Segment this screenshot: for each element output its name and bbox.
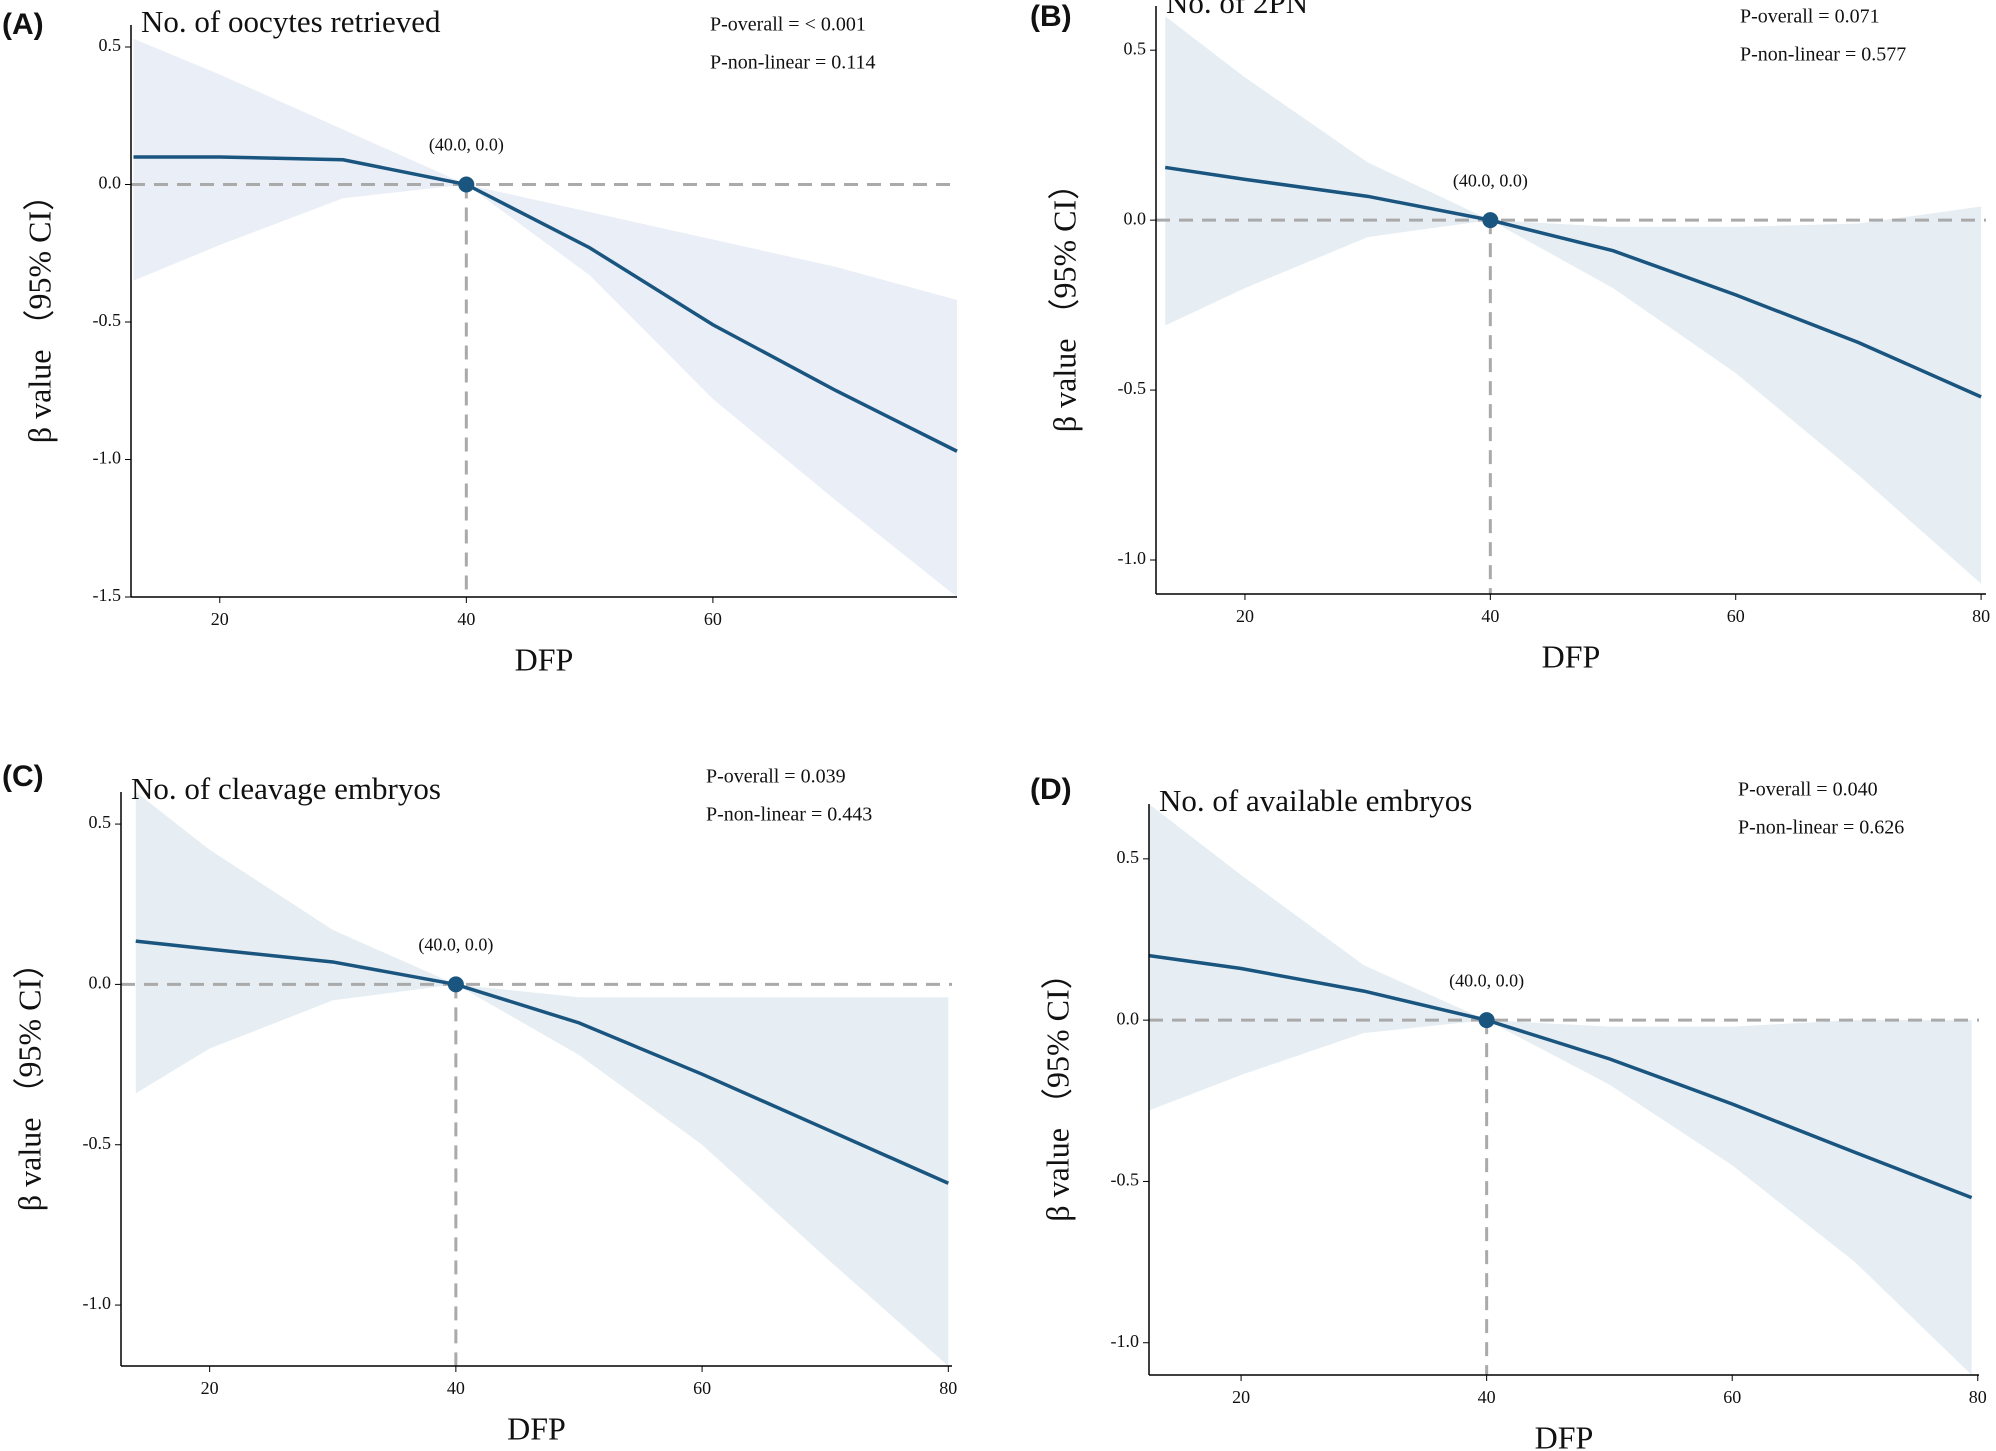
p-value: P-overall = 0.039 bbox=[706, 766, 846, 788]
reference-point bbox=[458, 176, 475, 193]
x-tick-label: 20 bbox=[211, 609, 229, 629]
y-tick-label: 0.5 bbox=[1124, 38, 1147, 58]
p-value: P-non-linear = 0.577 bbox=[1740, 44, 1906, 66]
spline-line bbox=[1148, 953, 1973, 1200]
x-tick-label: 20 bbox=[1236, 606, 1254, 626]
y-tick-label: -0.5 bbox=[1111, 1170, 1140, 1190]
x-tick-label: 80 bbox=[939, 1378, 957, 1398]
x-axis-label: DFP bbox=[507, 1410, 566, 1446]
p-value: P-overall = < 0.001 bbox=[710, 14, 866, 36]
ci-band bbox=[135, 792, 949, 1366]
y-tick-label: -1.0 bbox=[83, 1293, 112, 1313]
x-tick-label: 60 bbox=[704, 609, 722, 629]
reference-point bbox=[1478, 1012, 1495, 1029]
panel-title: No. of cleavage embryos bbox=[131, 771, 441, 806]
x-tick-label: 20 bbox=[1232, 1387, 1250, 1407]
point-label: (40.0, 0.0) bbox=[1453, 170, 1528, 191]
x-tick-label: 80 bbox=[1969, 1387, 1987, 1407]
x-axis-label: DFP bbox=[1535, 1419, 1594, 1451]
panel-label: (B) bbox=[1030, 0, 1072, 33]
spline-line bbox=[133, 155, 958, 453]
reference-point bbox=[447, 976, 464, 993]
x-tick-label: 40 bbox=[447, 1378, 465, 1398]
point-label: (40.0, 0.0) bbox=[1449, 970, 1524, 991]
point-label: (40.0, 0.0) bbox=[418, 935, 493, 956]
panel-label: (D) bbox=[1030, 773, 1072, 806]
y-tick-label: 0.5 bbox=[99, 35, 122, 55]
y-axis-label: β value （95% CI） bbox=[1046, 168, 1082, 432]
y-axis-label: β value （95% CI） bbox=[11, 947, 47, 1211]
ci-band bbox=[133, 38, 957, 597]
y-tick-label: -1.0 bbox=[93, 448, 122, 468]
x-tick-label: 60 bbox=[693, 1378, 711, 1398]
y-tick-label: 0.0 bbox=[89, 973, 112, 993]
p-value: P-non-linear = 0.626 bbox=[1738, 817, 1904, 839]
x-tick-label: 40 bbox=[1481, 606, 1499, 626]
y-axis-label: β value （95% CI） bbox=[21, 179, 57, 443]
panel-title: No. of 2PN bbox=[1166, 0, 1308, 20]
y-axis-label: β value （95% CI） bbox=[1039, 957, 1075, 1221]
spline-line bbox=[1164, 165, 1982, 399]
spline-line bbox=[135, 939, 950, 1185]
p-value: P-overall = 0.071 bbox=[1740, 6, 1880, 28]
y-tick-label: 0.0 bbox=[1117, 1008, 1140, 1028]
y-tick-label: -0.5 bbox=[1118, 378, 1147, 398]
reference-point bbox=[1482, 212, 1499, 229]
y-tick-label: 0.0 bbox=[1124, 208, 1147, 228]
p-value: P-overall = 0.040 bbox=[1738, 779, 1878, 801]
x-tick-label: 40 bbox=[1478, 1387, 1496, 1407]
x-tick-label: 20 bbox=[201, 1378, 219, 1398]
panel-title: No. of available embryos bbox=[1159, 783, 1472, 818]
y-tick-label: 0.0 bbox=[99, 173, 122, 193]
ci-band bbox=[1165, 16, 1982, 584]
y-tick-label: 0.5 bbox=[1117, 847, 1140, 867]
p-value: P-non-linear = 0.114 bbox=[710, 52, 876, 74]
y-tick-label: -1.0 bbox=[1118, 548, 1147, 568]
panel-label: (A) bbox=[2, 8, 44, 41]
y-tick-label: -1.5 bbox=[93, 585, 122, 605]
p-value: P-non-linear = 0.443 bbox=[706, 804, 872, 826]
y-tick-label: 0.5 bbox=[89, 812, 112, 832]
y-tick-label: -1.0 bbox=[1111, 1331, 1140, 1351]
x-axis-label: DFP bbox=[515, 641, 574, 677]
ci-band bbox=[1149, 804, 1972, 1375]
panel-label: (C) bbox=[2, 760, 44, 793]
point-label: (40.0, 0.0) bbox=[429, 135, 504, 156]
panel-title: No. of oocytes retrieved bbox=[141, 4, 441, 39]
y-tick-label: -0.5 bbox=[83, 1133, 112, 1153]
x-tick-label: 60 bbox=[1727, 606, 1745, 626]
x-axis-label: DFP bbox=[1542, 638, 1601, 674]
y-tick-label: -0.5 bbox=[93, 310, 122, 330]
x-tick-label: 80 bbox=[1972, 606, 1990, 626]
x-tick-label: 60 bbox=[1723, 1387, 1741, 1407]
x-tick-label: 40 bbox=[457, 609, 475, 629]
